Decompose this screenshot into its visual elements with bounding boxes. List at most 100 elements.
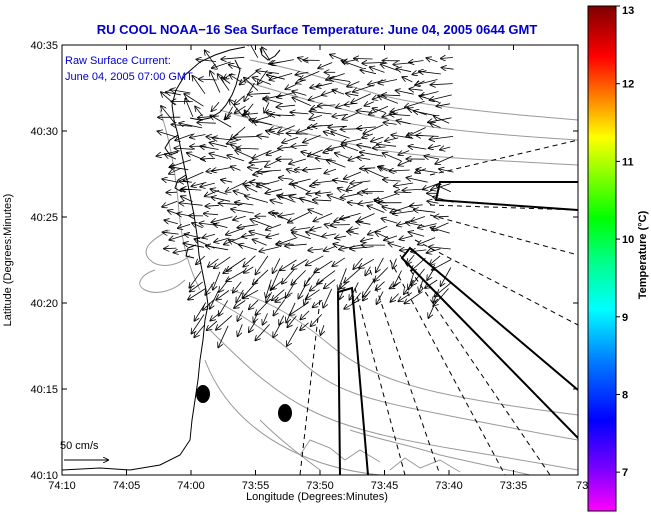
current-vector [180, 203, 203, 205]
current-vector [397, 69, 412, 72]
current-vector [218, 74, 230, 91]
current-vector [324, 168, 337, 173]
colorbar-label: Temperature (°C) [637, 210, 649, 299]
current-vector [278, 214, 295, 217]
current-vector [235, 202, 254, 205]
current-vector [363, 290, 371, 301]
current-vector [364, 124, 384, 134]
current-vector [382, 95, 401, 96]
current-vector [254, 312, 259, 322]
current-vector [440, 147, 451, 150]
current-vector [171, 90, 191, 93]
current-vector [390, 114, 411, 115]
current-vector [314, 212, 333, 221]
y-axis: 40:10 40:15 40:20 40:25 40:30 40:35 [30, 40, 578, 482]
current-vector [391, 293, 399, 302]
current-vector [347, 81, 360, 87]
current-vector [335, 236, 347, 238]
current-vector [313, 200, 332, 201]
radar-sector-lines [299, 139, 578, 475]
x-tick-label: 73:50 [306, 480, 334, 492]
sector-line [429, 204, 578, 211]
current-vector [429, 247, 451, 249]
current-vector [277, 105, 296, 107]
current-vector [405, 291, 423, 304]
current-vector [341, 193, 359, 198]
current-vector [437, 104, 450, 106]
current-vector [275, 292, 293, 302]
current-vector [296, 72, 309, 75]
current-vector [163, 232, 179, 234]
current-vector [344, 267, 361, 283]
current-vector [184, 94, 204, 107]
current-vector [266, 279, 272, 298]
current-vector [316, 82, 333, 87]
current-vector [208, 258, 219, 267]
contour-line [219, 109, 578, 166]
current-vector [253, 269, 269, 284]
current-vector [248, 168, 259, 169]
contour-line [209, 329, 578, 471]
current-vector [409, 61, 424, 63]
current-vector [227, 138, 242, 144]
current-vector [277, 195, 296, 203]
current-vector [402, 77, 413, 83]
contour-line [349, 429, 531, 475]
current-vector [345, 103, 358, 105]
current-vector [230, 75, 243, 83]
current-vector [214, 256, 231, 268]
current-vector [357, 127, 376, 129]
current-vector [291, 270, 306, 284]
current-vector [292, 233, 311, 240]
current-vector [328, 195, 345, 202]
current-vector [279, 315, 285, 324]
current-vector [340, 213, 361, 219]
x-tick-label: 74:00 [177, 480, 205, 492]
scale-label: 50 cm/s [60, 440, 99, 452]
sector-line [414, 239, 578, 326]
current-vector [231, 209, 254, 214]
current-vector [243, 255, 256, 267]
current-vector [351, 93, 371, 103]
current-vector [396, 90, 414, 95]
current-vector [271, 59, 294, 64]
current-vector [278, 125, 295, 133]
current-vector [237, 310, 244, 321]
current-vector [197, 59, 217, 61]
current-vector [291, 228, 311, 231]
current-vector [216, 315, 233, 330]
current-vector [404, 279, 415, 294]
annotation-line-2: June 04, 2005 07:00 GMT [65, 71, 193, 83]
current-vector [340, 280, 349, 288]
current-vector [193, 76, 206, 95]
current-vector [361, 70, 377, 75]
current-vector [227, 155, 245, 162]
current-vector [266, 224, 282, 230]
current-vector [316, 192, 332, 194]
current-vector [308, 149, 323, 156]
current-vector [418, 223, 437, 228]
current-vector [248, 45, 259, 58]
current-vector [162, 179, 180, 183]
current-vector [256, 255, 269, 274]
current-vector [362, 62, 385, 63]
sector-line [429, 139, 578, 176]
current-vector [249, 321, 256, 333]
current-vector [210, 143, 228, 148]
current-vector [405, 100, 425, 107]
current-vector [389, 243, 402, 247]
current-vector [323, 288, 333, 308]
current-vector [234, 300, 246, 309]
sector-line [299, 299, 321, 475]
current-vector [435, 155, 454, 164]
current-vector [255, 324, 270, 340]
current-vector [359, 258, 375, 268]
current-vector [192, 314, 205, 334]
current-vector [414, 210, 436, 213]
current-vector [210, 312, 221, 321]
y-tick-label: 40:25 [30, 212, 58, 224]
current-vector [341, 145, 359, 152]
current-vector [233, 281, 242, 293]
current-vector [310, 279, 324, 291]
current-vector [214, 237, 230, 242]
